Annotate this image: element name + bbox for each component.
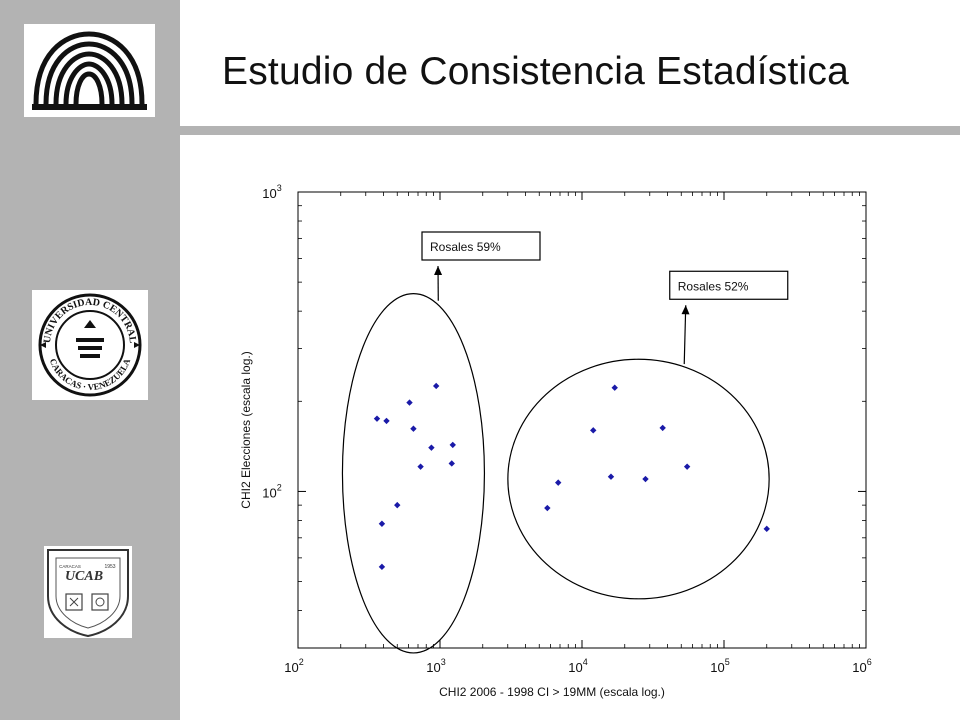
slide-title: Estudio de Consistencia Estadística	[222, 50, 850, 93]
ucab-year: 1953	[104, 564, 115, 570]
data-point	[642, 475, 649, 483]
data-point	[428, 444, 435, 451]
annotation-arrow-head	[434, 266, 443, 276]
annotation-text: Rosales 52%	[678, 279, 749, 293]
data-point	[394, 501, 401, 509]
ucab-shield-graphic: UCAB 1953 CARACAS	[44, 546, 132, 638]
data-point	[432, 382, 440, 390]
cluster-ellipse	[507, 358, 770, 600]
x-tick-exponent: 4	[583, 657, 588, 667]
y-tick-exponent: 2	[277, 482, 282, 492]
ucab-letters: UCAB	[65, 569, 103, 584]
data-point	[383, 417, 390, 425]
arches-logo-graphic	[24, 24, 155, 117]
chart-background	[228, 170, 888, 710]
x-tick-exponent: 2	[299, 657, 304, 667]
x-tick-exponent: 6	[867, 657, 872, 667]
cluster-ellipse	[341, 292, 486, 654]
annotation-box	[421, 231, 541, 261]
data-point	[406, 399, 413, 406]
data-point	[611, 384, 618, 391]
title-divider-bar	[180, 126, 960, 135]
y-axis-label: CHI2 Elecciones (escala log.)	[239, 351, 253, 508]
data-point	[410, 425, 417, 432]
data-point	[373, 415, 381, 422]
x-tick-exponent: 3	[441, 657, 446, 667]
annotation-boxes: Rosales 59% Rosales 52%	[421, 231, 789, 300]
ucv-seal-logo: UNIVERSIDAD CENTRAL CARACAS · VENEZUELA	[32, 290, 148, 400]
annotation-arrow-line	[683, 305, 687, 365]
ucv-seal-graphic: UNIVERSIDAD CENTRAL CARACAS · VENEZUELA	[32, 290, 148, 400]
x-axis-label: CHI2 2006 - 1998 CI > 19MM (escala log.)	[439, 685, 665, 699]
annotation-box	[669, 270, 789, 300]
data-point	[763, 525, 770, 533]
annotation-arrows	[434, 265, 690, 365]
x-tick-exponent: 5	[725, 657, 730, 667]
cluster-ellipses	[341, 292, 770, 654]
annotation-arrow-head	[681, 305, 690, 315]
university-arches-logo	[24, 24, 155, 117]
scatter-chart: 102 103 104 105 106 102 103 Rosales 59% Rosales…	[228, 170, 888, 710]
ucab-shield-logo: UCAB 1953 CARACAS	[44, 546, 132, 638]
y-tick-exponent: 3	[277, 183, 282, 193]
data-point	[683, 463, 691, 470]
annotation-text: Rosales 59%	[430, 240, 501, 254]
data-point	[544, 504, 551, 512]
data-point	[449, 441, 456, 449]
data-point	[417, 463, 424, 470]
ucab-city: CARACAS	[59, 564, 81, 569]
